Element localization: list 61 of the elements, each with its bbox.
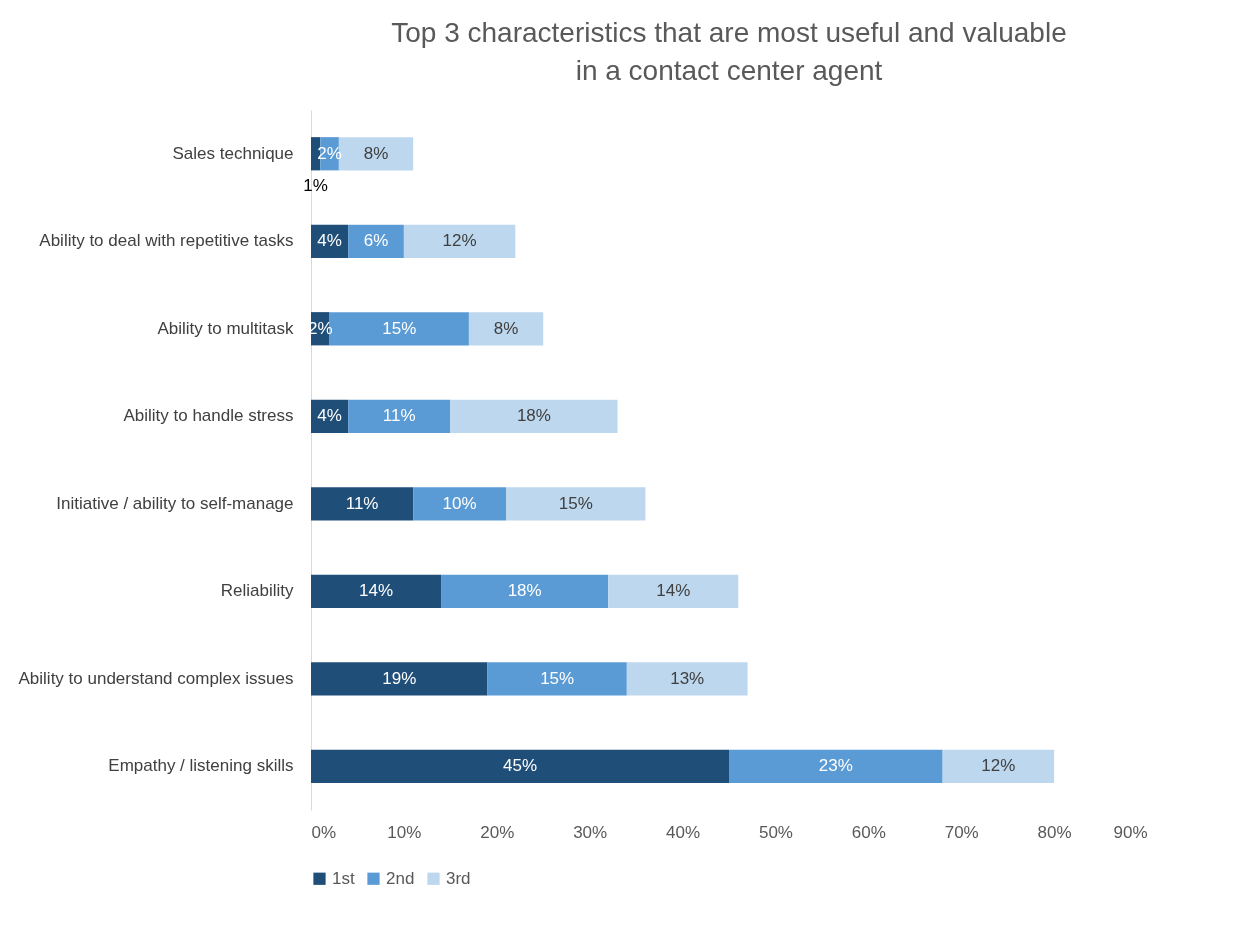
bar bbox=[450, 399, 618, 433]
data-label: 15% bbox=[382, 318, 417, 338]
legend-label: 2nd bbox=[386, 868, 415, 888]
data-label: 15% bbox=[558, 493, 593, 513]
bar bbox=[348, 399, 451, 433]
bar bbox=[441, 574, 609, 608]
x-tick-label: 90% bbox=[1113, 822, 1148, 842]
data-label: 4% bbox=[317, 231, 342, 251]
bar bbox=[413, 487, 507, 521]
data-label: 45% bbox=[502, 756, 538, 776]
y-tick-label: Ability to deal with repetitive tasks bbox=[39, 231, 294, 251]
bar bbox=[311, 749, 729, 783]
data-label: 1% bbox=[303, 175, 328, 195]
bar bbox=[311, 662, 488, 696]
data-label: 19% bbox=[382, 668, 417, 688]
x-tick-label: 20% bbox=[480, 822, 515, 842]
bar bbox=[608, 574, 739, 608]
data-label: 23% bbox=[818, 756, 853, 776]
legend-label: 3rd bbox=[446, 868, 471, 888]
y-tick-label: Reliability bbox=[220, 581, 294, 601]
data-label: 8% bbox=[493, 318, 519, 338]
x-tick-label: 50% bbox=[758, 822, 793, 842]
x-tick-label: 30% bbox=[573, 822, 608, 842]
bar bbox=[729, 749, 943, 783]
bar bbox=[348, 224, 404, 258]
y-tick-label: Empathy / listening skills bbox=[108, 756, 294, 776]
data-label: 14% bbox=[359, 581, 394, 601]
data-label: 15% bbox=[540, 668, 575, 688]
x-tick-label: 40% bbox=[666, 822, 701, 842]
y-tick-label: Initiative / ability to self-manage bbox=[56, 493, 294, 513]
data-label: 6% bbox=[363, 231, 389, 251]
bar bbox=[403, 224, 516, 258]
data-label: 18% bbox=[507, 581, 542, 601]
x-tick-label: 10% bbox=[387, 822, 422, 842]
data-label: 11% bbox=[345, 493, 379, 513]
bar bbox=[311, 487, 414, 521]
chart-title: Top 3 characteristics that are most useful and valuable in a contact center agent bbox=[391, 17, 1067, 86]
y-tick-label: Ability to multitask bbox=[157, 318, 294, 338]
data-label: 10% bbox=[442, 493, 477, 513]
x-tick-label: 0% bbox=[311, 822, 337, 842]
data-label: 12% bbox=[442, 231, 477, 251]
data-label: 13% bbox=[670, 668, 705, 688]
bar bbox=[487, 662, 627, 696]
x-tick-label: 70% bbox=[944, 822, 979, 842]
bar bbox=[626, 662, 748, 696]
data-label: 8% bbox=[363, 143, 389, 163]
y-tick-label: Sales technique bbox=[172, 143, 294, 163]
x-tick-label: 60% bbox=[851, 822, 886, 842]
data-label: 12% bbox=[981, 756, 1016, 776]
legend-label: 1st bbox=[332, 868, 355, 888]
bar bbox=[506, 487, 646, 521]
x-tick-label: 80% bbox=[1037, 822, 1072, 842]
data-label: 11% bbox=[382, 406, 416, 426]
bar bbox=[468, 312, 544, 346]
y-tick-label: Ability to understand complex issues bbox=[18, 668, 294, 688]
data-label: 4% bbox=[317, 406, 342, 426]
bar bbox=[942, 749, 1055, 783]
data-label: 18% bbox=[516, 406, 551, 426]
y-tick-label: Ability to handle stress bbox=[123, 406, 294, 426]
data-label: 14% bbox=[656, 581, 691, 601]
bar bbox=[311, 574, 442, 608]
